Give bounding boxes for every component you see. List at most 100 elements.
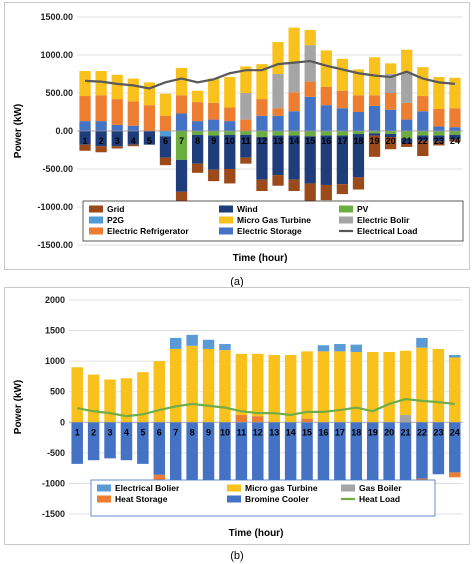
chart-a-xtick-label: 8 (195, 136, 200, 146)
chart-a-xtick-label: 1 (83, 136, 88, 146)
chart-a-bar-electric-refrigerator (175, 95, 188, 114)
chart-a-bar-grid (127, 144, 139, 147)
chart-b-bar-heat-storage (235, 414, 248, 423)
chart-b-xtick-label: 1 (75, 427, 80, 437)
chart-a-xtick-label: 15 (305, 136, 315, 146)
chart-a-bar-micro-gas-turbine (384, 63, 397, 74)
chart-b-bar-micro-gas-turbine (416, 347, 428, 423)
chart-b-legend-swatch-electrical-bolier (97, 484, 111, 492)
chart-a-xtick-label: 12 (257, 136, 267, 146)
chart-b-bar-heat-storage-discharge (449, 472, 461, 478)
chart-a-bar-grid (79, 144, 91, 151)
chart-a-bar-pv (224, 131, 236, 135)
chart-a-bar-pv (401, 131, 413, 139)
chart-a-legend-swatch-wind (219, 205, 233, 213)
chart-a-bar-electric-storage (352, 112, 365, 131)
chart-a-bar-electric-refrigerator (224, 107, 236, 122)
chart-a-bar-wind (320, 135, 332, 185)
chart-panel-b: 2000 1500 1000 500 0 -500 -1000 -1500 1 2 3 4 5 6 7 8 9 1… (4, 287, 470, 545)
chart-b-xtick-label: 16 (318, 427, 328, 437)
chart-b-bar-micro-gas-turbine (71, 367, 83, 423)
chart-a-bar-wind (272, 135, 284, 176)
chart-a-bar-micro-gas-turbine (111, 74, 123, 100)
chart-b-xtick-label: 5 (140, 427, 145, 437)
chart-b-bar-micro-gas-turbine (432, 348, 445, 423)
chart-a-bar-micro-gas-turbine (352, 69, 365, 96)
chart-a-bar-grid (304, 183, 316, 207)
chart-a-bar-pv (384, 131, 397, 135)
chart-b-ytick-label: -1500 (42, 509, 65, 519)
chart-a-bar-electric-refrigerator (433, 108, 445, 127)
chart-a-xtick-label: 23 (434, 136, 444, 146)
chart-b-bar-bromine-cooler (301, 422, 313, 484)
chart-a-bar-electric-storage (175, 113, 188, 131)
chart-a-bar-electric-bolir (384, 74, 397, 93)
chart-b-legend-label: Heat Storage (115, 494, 168, 504)
chart-b-xtick-label: 13 (269, 427, 279, 437)
chart-a-bar-pv (449, 131, 461, 135)
chart-a-xtick-label: 18 (353, 136, 363, 146)
chart-b-bar-electrical-bolier (416, 337, 428, 348)
chart-a-legend-swatch-electric-storage (219, 227, 233, 235)
chart-a-bar-micro-gas-turbine (449, 77, 461, 109)
chart-a-bar-wind (449, 134, 461, 140)
chart-b-xtick-label: 10 (220, 427, 230, 437)
chart-b-bar-bromine-cooler (87, 422, 100, 461)
chart-b-bar-micro-gas-turbine (104, 379, 116, 423)
chart-a-bar-electric-refrigerator (95, 95, 107, 122)
chart-b-bar-bromine-cooler (169, 422, 182, 484)
chart-a-xtick-label: 13 (273, 136, 283, 146)
chart-a-xtick-label: 5 (147, 136, 152, 146)
chart-a-legend-label: P2G (107, 215, 124, 225)
chart-a-bar-micro-gas-turbine (159, 93, 172, 116)
chart-b-xtick-label: 7 (173, 427, 178, 437)
chart-a-xtick-label: 24 (450, 136, 460, 146)
chart-b-bar-bromine-cooler (284, 422, 297, 484)
chart-b-ytick-label: -500 (47, 448, 65, 458)
chart-b-bar-micro-gas-turbine (268, 355, 280, 423)
chart-a-bar-electric-refrigerator (240, 119, 252, 131)
chart-a-bar-electric-storage (433, 126, 445, 131)
chart-b-bar-micro-gas-turbine (449, 357, 461, 423)
chart-a-bar-grid (191, 163, 204, 173)
chart-a-bar-micro-gas-turbine (224, 77, 236, 108)
chart-a-bar-grid (256, 179, 268, 192)
chart-a-bar-electric-bolir (304, 45, 316, 82)
chart-a-ytick-label: -1000.00 (37, 202, 73, 212)
chart-a-bar-grid (368, 135, 381, 157)
chart-b-bar-bromine-cooler (317, 422, 330, 484)
chart-a-ytick-label: -500.00 (42, 164, 73, 174)
chart-b-xtick-label: 18 (351, 427, 361, 437)
chart-a-legend-label: Electrical Load (357, 226, 417, 236)
chart-a-ytick-label: 1000.00 (40, 50, 73, 60)
chart-a-bar-electric-bolir (240, 93, 252, 120)
chart-a-bar-pv (191, 131, 204, 135)
chart-a-bar-micro-gas-turbine (79, 70, 91, 97)
chart-b-bar-bromine-cooler (399, 422, 412, 484)
chart-b-legend-swatch-gas-boiler (341, 484, 355, 492)
chart-a-legend-label: Electric Bolir (357, 215, 410, 225)
chart-a-bar-grid (175, 191, 188, 207)
chart-b-legend-swatch-bromine-cooler (227, 495, 241, 503)
chart-a-bar-wind (256, 137, 268, 180)
chart-b-bar-bromine-cooler (219, 422, 231, 484)
chart-a-legend-label: Electric Refrigerator (107, 226, 189, 236)
chart-b-bar-bromine-cooler (153, 422, 166, 475)
chart-a-bar-micro-gas-turbine (175, 67, 188, 96)
chart-a-bar-micro-gas-turbine (127, 78, 139, 102)
chart-a-bar-pv (352, 131, 365, 135)
chart-a-bar-micro-gas-turbine (143, 82, 156, 106)
chart-b-xtick-label: 23 (433, 427, 443, 437)
chart-a-bar-electric-refrigerator (449, 108, 461, 128)
chart-b-legend-label: Electrical Bolier (115, 483, 180, 493)
chart-b-legend-swatch-micro-gas-turbine (227, 484, 241, 492)
chart-a-legend-swatch-micro-gas-turbine (219, 216, 233, 224)
chart-a-bar-pv (288, 131, 300, 136)
chart-a-xtick-label: 7 (179, 136, 184, 146)
chart-a-bar-electric-storage (79, 121, 91, 131)
chart-a-bar-wind (224, 134, 236, 169)
chart-a-legend-label: PV (357, 204, 369, 214)
chart-a-bar-grid (208, 169, 220, 182)
chart-a-bar-micro-gas-turbine (191, 90, 204, 103)
